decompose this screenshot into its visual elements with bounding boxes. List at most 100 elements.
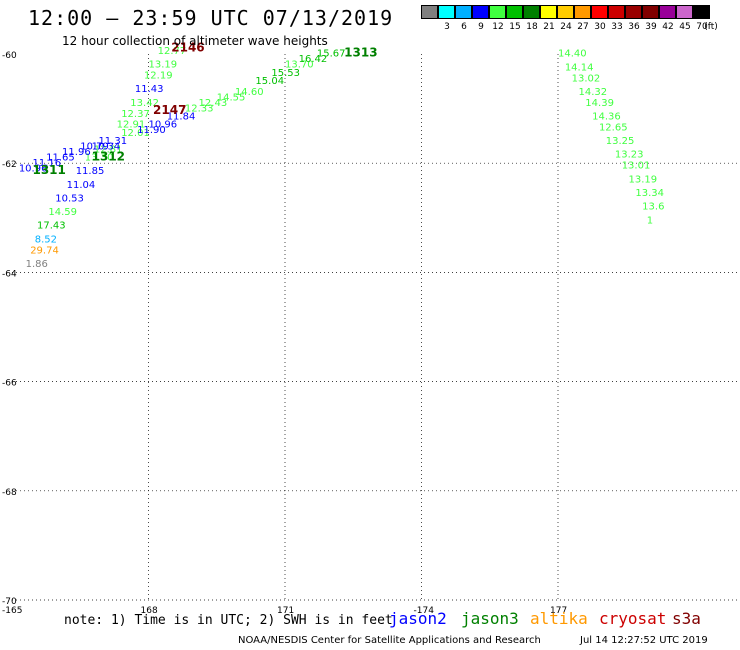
wave-height-reading: 1.86 [26,259,48,270]
longitude-label: -165 [2,606,22,616]
wave-height-reading: 10.96 [19,163,48,174]
latitude-label: -66 [2,379,17,389]
color-scale-swatch [421,5,438,19]
color-scale-label: 18 [526,22,538,32]
color-scale-swatch [455,5,472,19]
wave-height-reading: 17.43 [37,221,66,232]
color-scale-swatch [540,5,557,19]
color-scale-swatch [523,5,540,19]
pass-time-label: 1312 [92,149,125,163]
map-gridlines [12,54,740,601]
color-scale-swatch [642,5,659,19]
wave-height-reading: 12.19 [144,71,173,82]
wave-height-reading: 12.37 [121,109,150,120]
color-scale-swatch [472,5,489,19]
wave-height-reading: 13.70 [285,60,314,71]
color-scale-label: 33 [611,22,623,32]
wave-height-reading: 14.59 [48,207,77,218]
color-scale-swatch [489,5,506,19]
wave-height-reading: 15.53 [271,68,300,79]
wave-height-reading: 11.43 [135,84,164,95]
wave-height-reading: 11.04 [67,180,96,191]
wave-height-reading: 8.52 [35,234,57,245]
pass-time-label: 1313 [344,46,377,60]
wave-height-reading: 12.91 [117,120,146,131]
wave-height-reading: 11.31 [98,136,127,147]
color-scale-swatch [574,5,591,19]
color-scale-label: 39 [645,22,657,32]
wave-height-reading: 13.6 [642,202,664,213]
wave-height-reading: 11.16 [32,158,61,169]
latitude-label: -70 [2,597,17,607]
wave-height-reading: 12.43 [199,98,228,109]
color-scale-label: 6 [461,22,467,32]
color-scale-swatch [625,5,642,19]
satellite-s3a: s3a [672,609,701,628]
wave-height-reading: 13.30 [85,152,114,163]
wave-height-reading: 14.14 [565,62,594,73]
satellite-cryosat: cryosat [599,609,667,628]
color-scale-label: 12 [492,22,504,32]
pass-time-label: 2147 [153,103,186,117]
color-scale-label: 70 [696,22,708,32]
color-scale-swatch [557,5,574,19]
color-scale-label: 36 [628,22,640,32]
color-scale-label: 21 [543,22,555,32]
satellite-jason2: jason2 [389,609,447,628]
map-title: 12:00 – 23:59 UTC 07/13/2019 [28,6,394,30]
color-scale-label: 3 [444,22,450,32]
longitude-label: 177 [550,606,567,616]
color-scale-swatch [591,5,608,19]
latitude-label: -62 [2,160,17,170]
wave-height-reading: 12.81 [94,144,123,155]
wave-height-reading: 13.02 [572,73,601,84]
color-scale-swatch [659,5,676,19]
wave-height-reading: 11.90 [137,125,166,136]
satellite-altika: altika [530,609,588,628]
wave-height-reading: 13.19 [149,60,178,71]
longitude-labels: -165 168 171 -174 177 [2,606,567,616]
wave-height-reading: 10.96 [149,120,178,131]
wave-height-reading: 13.42 [130,98,159,109]
color-scale-label: 9 [478,22,484,32]
satellite-jason3: jason3 [461,609,519,628]
longitude-label: 168 [141,606,158,616]
wave-height-reading: 12.65 [599,122,628,133]
latitude-labels: -60 -62 -64 -66 -68 -70 [2,51,17,607]
wave-height-reading: 12.33 [185,103,214,114]
color-scale-swatch [608,5,625,19]
wave-height-reading: 13.25 [606,136,635,147]
color-scale-label: 30 [594,22,606,32]
wave-height-reading: 11.85 [76,166,105,177]
wave-height-reading: 14.55 [217,92,246,103]
color-scale-swatch [693,5,710,19]
wave-height-reading: 15.04 [255,76,284,87]
wave-height-readings: 12.7713.1912.1911.4313.4212.3712.9112.01… [19,46,665,270]
wave-height-reading: 14.40 [558,49,587,60]
longitude-label: -174 [414,606,435,616]
color-scale-swatch [676,5,693,19]
wave-height-reading: 10.53 [55,193,84,204]
latitude-label: -68 [2,488,17,498]
wave-height-reading: 10.34 [92,142,121,153]
wave-height-reading: 14.39 [585,98,614,109]
color-scale-label: 27 [577,22,589,32]
color-scale-label: 42 [662,22,674,32]
wave-height-reading: 10.79 [80,142,109,153]
wave-height-reading: 13.19 [629,174,658,185]
wave-height-reading: 12.77 [158,46,187,57]
color-scale-swatch [438,5,455,19]
wave-height-reading: 13.34 [635,188,664,199]
wave-height-reading: 13.23 [615,150,644,161]
wave-height-reading: 13.01 [622,161,651,172]
latitude-label: -60 [2,51,17,61]
latitude-label: -64 [2,269,17,279]
color-scale-label: 15 [509,22,521,32]
credit-line: NOAA/NESDIS Center for Satellite Applica… [238,635,541,646]
wave-height-reading: 11.65 [46,152,75,163]
footer-note: note: 1) Time is in UTC; 2) SWH is in fe… [64,613,393,628]
color-scale-label: 24 [560,22,572,32]
wave-height-reading: 14.36 [592,112,621,123]
pass-time-labels: 2146 2147 1313 1312 1311 [32,40,377,177]
